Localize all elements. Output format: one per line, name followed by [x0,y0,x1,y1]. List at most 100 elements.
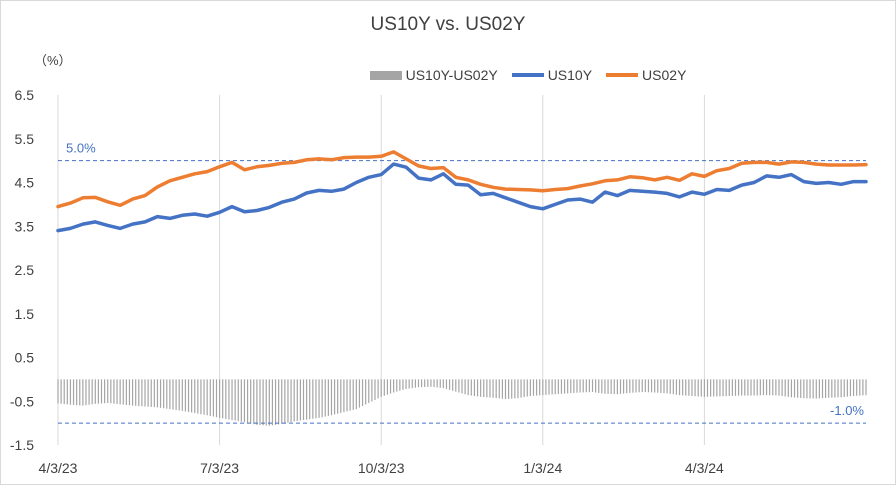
spread-bar [511,379,513,399]
spread-bar [178,379,180,411]
spread-bar [128,379,131,406]
spread-bar [138,379,140,407]
spread-bar [514,379,516,399]
spread-bar [647,379,650,393]
spread-bar [778,379,780,396]
legend-swatch-us10y [511,73,544,77]
spread-bar [682,379,684,396]
spread-bar [405,379,407,389]
spread-bar [156,379,159,408]
spread-bar [694,379,696,397]
spread-bar [281,379,283,424]
spread-bar [710,379,712,397]
spread-bar [346,379,348,412]
spread-bar [517,379,519,399]
spread-bar [293,379,295,422]
y-tick-label: -1.5 [10,437,34,453]
spread-bar [299,379,301,421]
spread-bar [772,379,774,396]
spread-bar [421,379,423,388]
spread-bar [790,379,793,398]
spread-bar [312,379,314,419]
spread-bar [815,379,817,399]
spread-bar [862,379,864,396]
reference-line-label: -1.0% [830,403,864,418]
spread-bar [172,379,174,410]
spread-bar [834,379,836,398]
legend-item-spread[interactable]: US10Y-US02Y [369,67,498,83]
spread-bar [828,379,830,398]
spread-bar [480,379,482,397]
legend-item-us02y[interactable]: US02Y [606,67,686,83]
spread-bar [483,379,485,398]
spread-bar [582,379,584,393]
chart-title: US10Y vs. US02Y [370,14,526,35]
spread-bar [184,379,187,412]
spread-bar [793,379,796,398]
spread-bar [57,379,59,404]
spread-bar [613,379,615,395]
spread-bar [141,379,143,407]
series-line-us02y [56,150,868,209]
series-lines [56,150,868,233]
spread-bar [825,379,827,398]
y-tick-label: 6.5 [15,87,35,103]
spread-bar [747,379,749,396]
spread-bar [225,379,227,419]
spread-bar [508,379,510,399]
spread-bar [69,379,72,405]
spread-bar [79,379,81,406]
x-tick-label: 4/3/24 [685,460,724,476]
spread-bar [222,379,224,419]
spread-bar [107,379,109,403]
spread-bar [489,379,491,398]
spread-bar [318,379,320,418]
spread-bar [629,379,631,393]
spread-bar [595,379,597,393]
spread-bar [678,379,681,396]
legend-item-us10y[interactable]: US10Y [511,67,593,83]
y-tick-label: -0.5 [10,393,34,409]
spread-bar [570,379,572,394]
spread-bar [470,379,472,396]
spread-bar [588,379,591,393]
spread-bar [762,379,765,396]
spread-bar [374,379,376,400]
spread-bar [445,379,448,389]
legend-label-us10y: US10Y [547,67,593,83]
spread-bar [551,379,553,395]
spread-bar [837,379,839,398]
spread-bar [535,379,538,396]
y-axis-unit-label: （%） [34,53,72,68]
spread-bar [122,379,124,405]
spread-bar [806,379,808,399]
spread-bar [573,379,575,393]
spread-bar [641,379,643,393]
spread-bar [781,379,783,396]
spread-bar [212,379,214,417]
spread-bar [455,379,457,392]
spread-bar [756,379,758,396]
spread-bar [302,379,305,421]
spread-bar [194,379,196,414]
spread-bar [797,379,799,398]
spread-bar [436,379,438,388]
spread-bar [181,379,183,411]
spread-bar [675,379,678,395]
spread-bar [473,379,476,396]
spread-bar [119,379,121,405]
spread-bar [271,379,274,426]
spread-bar [200,379,202,415]
spread-bar [206,379,208,416]
spread-bar [644,379,646,393]
spread-bar [601,379,603,394]
y-tick-label: 5.5 [15,131,35,147]
spread-bar [389,379,392,394]
spread-bar [290,379,292,423]
spread-bar [635,379,637,393]
spread-bar [125,379,127,405]
x-tick-label: 7/3/23 [200,460,239,476]
spread-bar [691,379,693,396]
spread-bar [327,379,329,416]
